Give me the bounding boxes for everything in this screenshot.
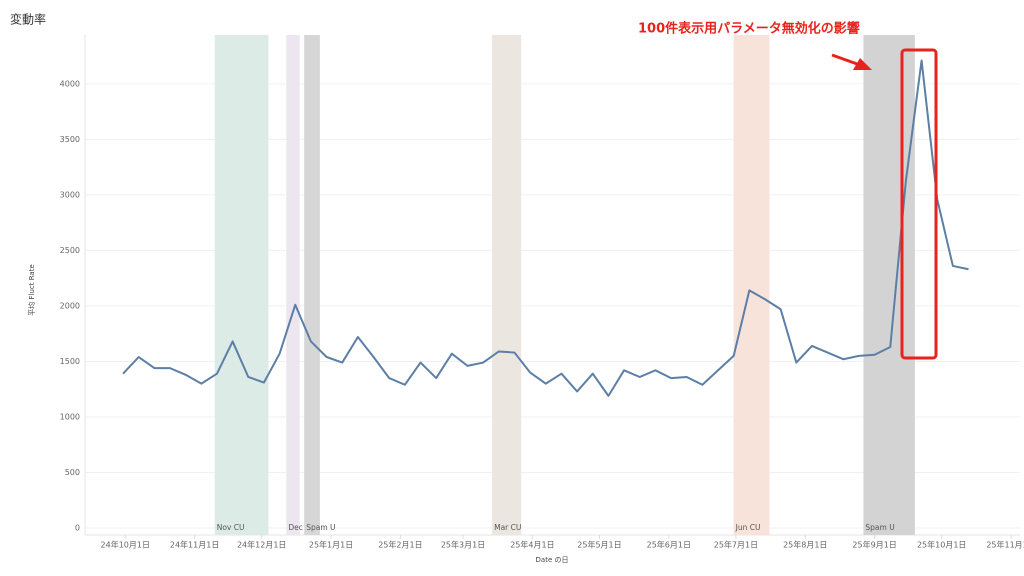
event-band-label: Spam U: [306, 523, 335, 532]
event-band: [863, 35, 915, 535]
event-band: [492, 35, 522, 535]
y-tick-label: 1500: [60, 357, 80, 366]
x-tick-label: 24年11月1日: [170, 540, 219, 550]
y-tick-label: 3000: [60, 190, 80, 199]
x-tick-label: 25年8月1日: [783, 540, 827, 550]
y-tick-label: 2500: [60, 246, 80, 255]
x-tick-label: 25年1月1日: [309, 540, 353, 550]
y-axis-title: 平均 Fluct Rate: [27, 264, 36, 316]
chart-title: 変動率: [10, 12, 46, 27]
x-tick-label: 25年6月1日: [647, 540, 691, 550]
x-tick-label: 25年3月1日: [441, 540, 485, 550]
arrow-head: [853, 58, 872, 70]
y-tick-label: 0: [75, 524, 80, 533]
event-band: [733, 35, 770, 535]
highlight-box: [900, 48, 938, 360]
event-band: [304, 35, 320, 535]
event-band-label: Jun CU: [735, 523, 761, 532]
event-band-label: Mar CU: [494, 523, 521, 532]
x-tick-label: 25年10月1日: [917, 540, 966, 550]
x-tick-label: 25年4月1日: [510, 540, 554, 550]
y-tick-label: 3500: [60, 135, 80, 144]
y-tick-label: 2000: [60, 301, 80, 310]
x-tick-label: 25年5月1日: [577, 540, 621, 550]
event-band-label: Spam U: [865, 523, 894, 532]
x-axis-title: Date の日: [536, 556, 569, 564]
x-tick-label: 24年12月1日: [237, 540, 286, 550]
event-band-label: Nov CU: [217, 523, 245, 532]
x-tick-label: 25年11月1日: [986, 540, 1024, 550]
y-tick-label: 4000: [60, 79, 80, 88]
event-band: [214, 35, 269, 535]
x-tick-label: 24年10月1日: [101, 540, 150, 550]
data-line: [122, 59, 969, 397]
arrow-shaft: [831, 53, 861, 67]
x-tick-label: 25年7月1日: [714, 540, 758, 550]
y-tick-label: 1000: [60, 412, 80, 421]
annotation: 100件表示用パラメータ無効化の影響: [638, 21, 860, 37]
x-tick-label: 25年9月1日: [852, 540, 896, 550]
x-tick-label: 25年2月1日: [378, 540, 422, 550]
event-band-label: Dec CU: [288, 523, 316, 532]
y-tick-label: 500: [65, 468, 80, 477]
event-band: [286, 35, 300, 535]
